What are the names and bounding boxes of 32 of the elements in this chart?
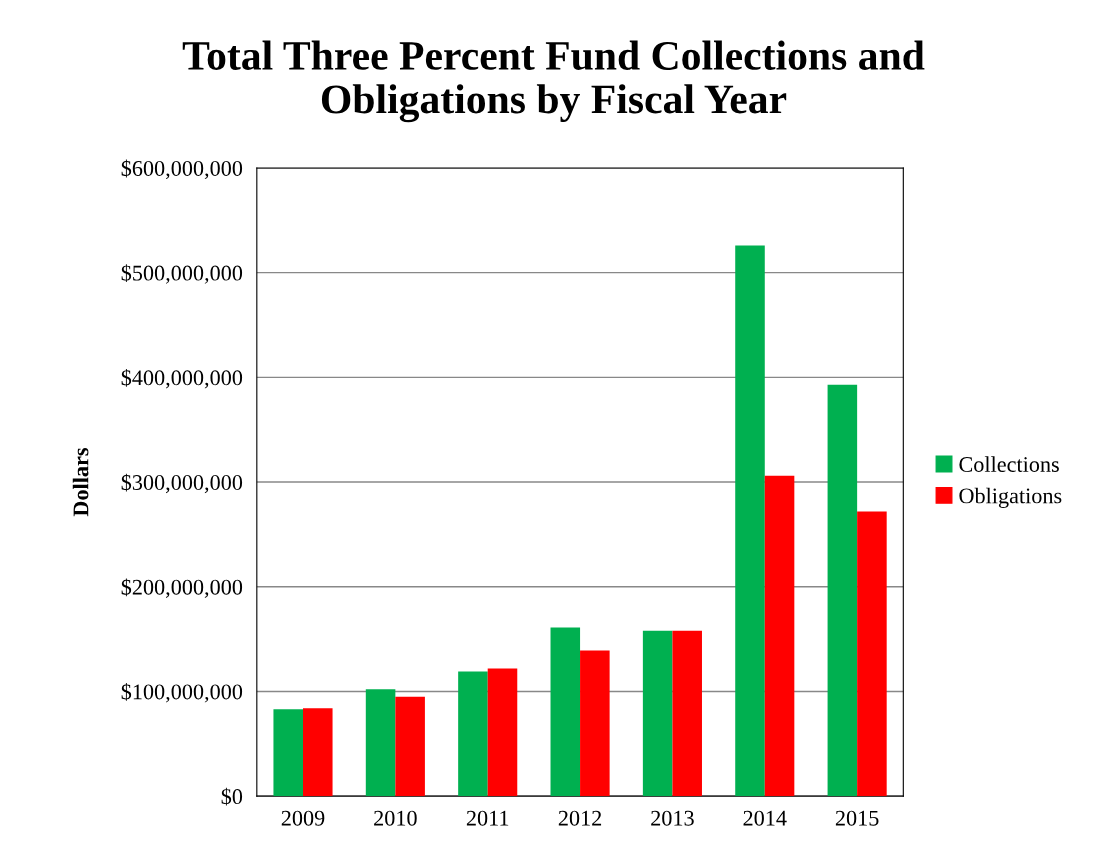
bar bbox=[580, 650, 610, 797]
y-tick-label: $600,000,000 bbox=[121, 159, 243, 180]
x-tick-label: 2013 bbox=[651, 810, 694, 826]
x-tick-label: 2014 bbox=[743, 810, 787, 826]
y-tick-label: $300,000,000 bbox=[121, 473, 243, 494]
y-tick-label: $0 bbox=[221, 787, 243, 806]
legend-label: Obligations bbox=[959, 487, 1062, 508]
x-tick-label: 2012 bbox=[558, 810, 602, 826]
bar bbox=[764, 475, 795, 797]
legend-label: Collections bbox=[959, 456, 1059, 472]
bar bbox=[827, 384, 858, 797]
chart-title: Total Three Percent Fund Collections and Obligations by Fiscal Year bbox=[182, 40, 925, 123]
y-tick-label: $500,000,000 bbox=[121, 264, 243, 284]
bar bbox=[365, 689, 396, 797]
y-tick-label: $100,000,000 bbox=[121, 683, 243, 703]
bar bbox=[487, 668, 518, 797]
y-tick-label: $400,000,000 bbox=[121, 368, 243, 389]
y-axis-title: Dollars bbox=[72, 448, 89, 517]
x-tick-label: 2011 bbox=[466, 810, 509, 826]
x-tick-label: 2010 bbox=[374, 810, 417, 826]
bar bbox=[642, 630, 673, 797]
x-tick-label: 2015 bbox=[835, 810, 879, 826]
bar bbox=[458, 671, 488, 797]
bar bbox=[395, 696, 425, 797]
bar bbox=[550, 627, 581, 797]
bar bbox=[857, 511, 887, 797]
y-tick-label: $200,000,000 bbox=[121, 578, 243, 598]
bar bbox=[303, 708, 333, 797]
bar bbox=[735, 245, 765, 797]
bar bbox=[273, 709, 303, 797]
x-tick-label: 2009 bbox=[281, 810, 325, 826]
bar bbox=[672, 630, 702, 797]
